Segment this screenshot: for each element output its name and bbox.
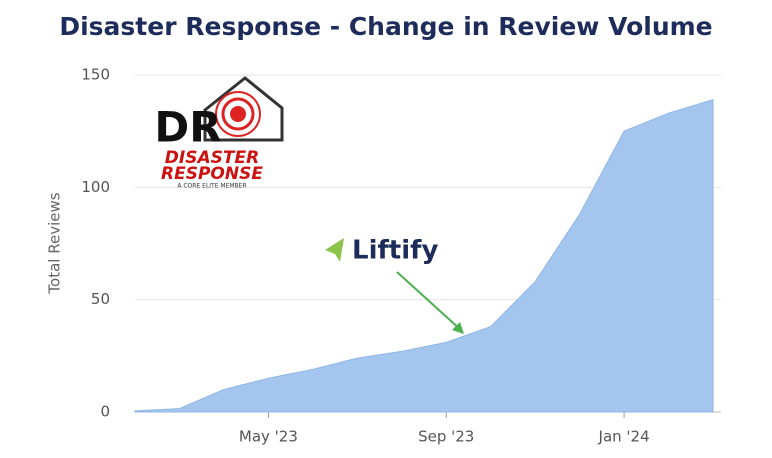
x-tick-label: Jan '24: [598, 428, 650, 446]
chart-title: Disaster Response - Change in Review Vol…: [59, 12, 712, 41]
y-axis-label: Total Reviews: [46, 192, 64, 294]
logo-tagline: A CORE ELITE MEMBER: [177, 183, 246, 190]
y-tick-label: 0: [100, 403, 110, 421]
area: [134, 99, 714, 413]
x-tick-label: May '23: [239, 428, 298, 446]
plot-area: 0 50 100 150 May '23 Sep '23 Jan '24: [81, 66, 721, 446]
logo-line2: RESPONSE: [161, 164, 263, 184]
y-tick-label: 50: [91, 290, 110, 308]
logo: DR DISASTER RESPONSE A CORE ELITE MEMBER: [154, 76, 284, 190]
annotation: Liftify: [325, 236, 464, 334]
y-tick-label: 100: [81, 178, 110, 196]
x-tick-label: Sep '23: [418, 428, 474, 446]
logo-initials: DR: [154, 103, 221, 152]
y-tick-label: 150: [81, 66, 110, 84]
logo-line1: DISASTER: [165, 148, 259, 168]
annotation-text: Liftify: [352, 236, 438, 266]
